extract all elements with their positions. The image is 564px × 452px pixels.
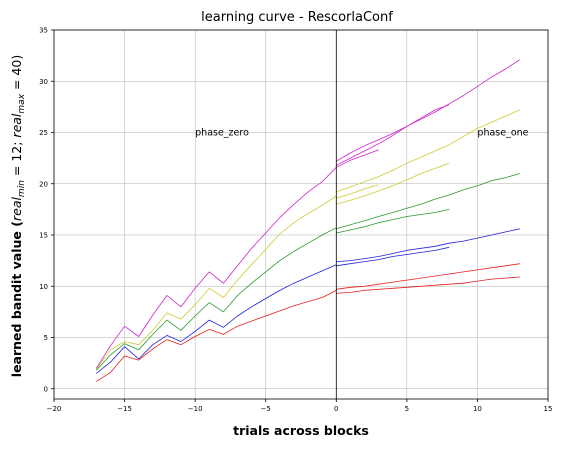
y-tick-label: 35: [39, 27, 48, 35]
series-line-2: [96, 264, 337, 374]
x-tick-label: 10: [473, 405, 482, 413]
y-label-mid2: = 40): [9, 55, 24, 94]
annotation-phase-zero: phase_zero: [195, 128, 249, 139]
series-line-7: [336, 276, 520, 294]
series-line-10: [336, 173, 520, 230]
y-label-var1: real: [9, 197, 24, 221]
y-label-sub1: min: [17, 180, 27, 197]
x-tick-label: 5: [405, 405, 409, 413]
annotations: phase_zero phase_one: [195, 128, 529, 139]
series-line-3: [96, 227, 337, 371]
axes-frame: [53, 29, 549, 400]
x-tick-label: −15: [117, 405, 132, 413]
y-tick-label: 10: [39, 283, 48, 291]
series-layer: [95, 59, 521, 382]
y-label-var2: real: [9, 113, 24, 137]
x-tick-label: 15: [544, 405, 553, 413]
series-line-13: [336, 162, 450, 205]
series-line-4: [95, 195, 337, 370]
series-line-1: [96, 290, 337, 382]
y-tick-label: 15: [39, 232, 48, 240]
series-line-12: [336, 109, 520, 193]
series-line-15: [336, 59, 521, 162]
x-axis-ticks: −20 −15 −10 −5 0 5 10 15: [47, 399, 553, 413]
y-tick-label: 20: [39, 180, 48, 188]
series-line-14: [336, 184, 379, 199]
y-label-prefix: learned bandit value (: [9, 221, 24, 377]
series-line-11: [336, 209, 450, 234]
y-axis-ticks: 0 5 10 15 20 25 30 35: [39, 27, 54, 393]
chart-title: learning curve - RescorlaConf: [201, 10, 393, 25]
y-tick-label: 5: [44, 334, 48, 342]
y-tick-label: 0: [44, 385, 48, 393]
x-tick-label: −5: [261, 405, 271, 413]
series-line-16: [336, 104, 450, 166]
series-line-17: [336, 149, 379, 168]
y-label-mid1: = 12;: [9, 138, 24, 181]
y-label-sub2: max: [17, 93, 27, 113]
x-axis-label: trials across blocks: [233, 423, 369, 438]
x-tick-label: −20: [47, 405, 62, 413]
x-tick-label: 0: [334, 405, 338, 413]
x-tick-label: −10: [188, 405, 203, 413]
series-line-9: [336, 246, 450, 267]
series-line-5: [95, 167, 337, 369]
series-line-6: [336, 263, 520, 290]
y-axis-label: learned bandit value (realmin = 12; real…: [9, 55, 27, 377]
annotation-phase-one: phase_one: [477, 128, 528, 139]
y-tick-label: 25: [39, 129, 48, 137]
y-tick-label: 30: [39, 78, 48, 86]
series-line-8: [336, 228, 520, 262]
